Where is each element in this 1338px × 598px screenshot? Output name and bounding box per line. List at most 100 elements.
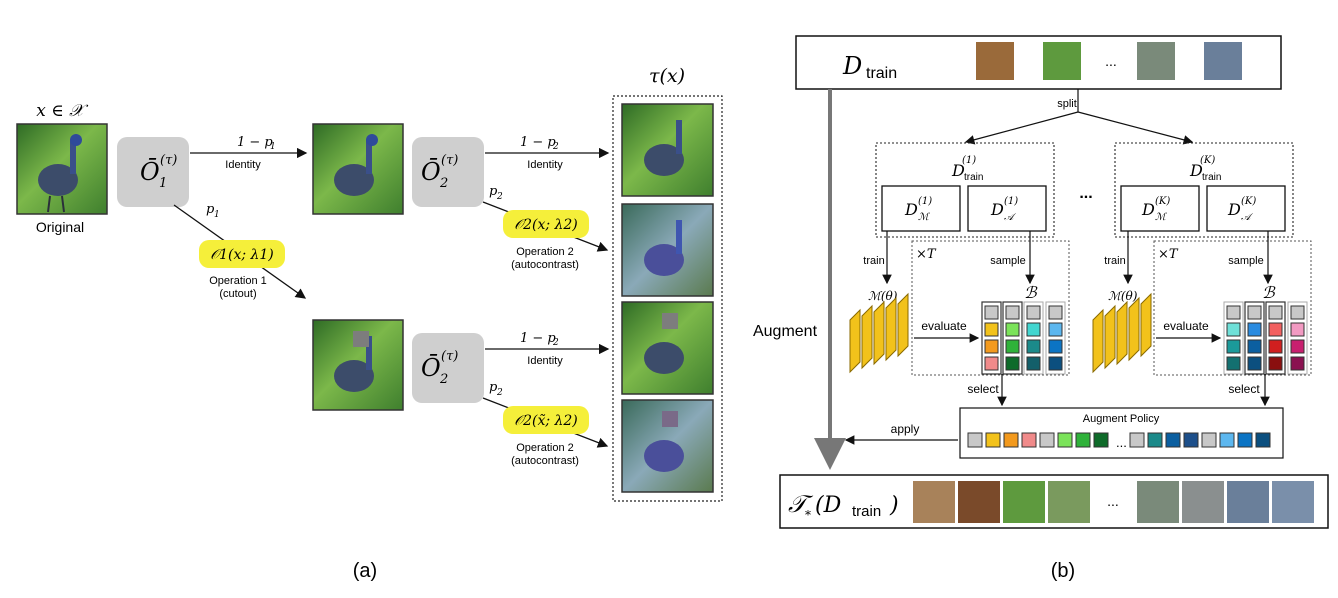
op2b-apply-prob: p (489, 380, 498, 395)
cutout-image (312, 319, 404, 411)
evaluate-label-K: evaluate (1163, 319, 1209, 333)
fold-K-aug-sup: (K) (1241, 196, 1256, 207)
op1-identity-label: Identity (225, 159, 261, 171)
policy-swatch (1057, 432, 1073, 448)
output-image-2 (621, 203, 714, 297)
output-image-4 (621, 399, 714, 493)
train-label-K: train (1104, 255, 1125, 267)
sample-label-1: sample (990, 255, 1025, 267)
fold-1-aug-sub: 𝒜 (1004, 212, 1017, 223)
output-image-3 (621, 301, 714, 395)
policy-swatch (1237, 432, 1253, 448)
policy-swatch (1255, 432, 1271, 448)
fold-K-aug-sub: 𝒜 (1241, 212, 1254, 223)
policy-swatch (967, 432, 983, 448)
times-T-1: ×T (916, 247, 937, 262)
model-network-icon-1 (849, 292, 909, 374)
times-T-K: ×T (1158, 247, 1179, 262)
output-star: * (805, 508, 811, 522)
dataset-box (795, 35, 1282, 90)
op2-bottom-sup: (τ) (441, 349, 458, 364)
bayes-symbol-K: ℬ (1262, 283, 1276, 302)
op1-identity-prob: 1 − p (237, 135, 273, 150)
op2b-badge (503, 406, 589, 434)
op1-identity-prob-sub: 1 (270, 142, 276, 152)
original-image (16, 123, 108, 215)
op1-label-line1: Operation 1 (209, 275, 266, 287)
op2-top-sub: 2 (439, 176, 448, 191)
model-label-1: ℳ(θ) (868, 289, 898, 303)
fold-K-sub: train (1202, 172, 1221, 183)
op1-badge-text: 𝒪1(x; λ1) (210, 247, 274, 263)
folds-ellipsis: ... (1079, 185, 1092, 202)
op1-sup: (τ) (160, 153, 177, 168)
output-ellipsis: ... (1107, 493, 1119, 509)
op2a-label-line1: Operation 2 (516, 246, 573, 258)
fold-K-model-sup: (K) (1155, 196, 1170, 207)
op2a-label-line2: (autocontrast) (511, 259, 579, 271)
output-arg-close: ) (889, 493, 899, 518)
op2b-badge-text: 𝒪2(x̃; λ2) (514, 413, 578, 429)
output-set-box (612, 95, 723, 502)
op2a-identity-label: Identity (527, 159, 563, 171)
policy-swatch (1021, 432, 1037, 448)
policy-swatch (1219, 432, 1235, 448)
panel-b: D train ... Augment split D (1) train D … (753, 35, 1329, 582)
model-label-K: ℳ(θ) (1108, 289, 1138, 303)
policy-swatch (1165, 432, 1181, 448)
fold-1-model-split (881, 185, 961, 232)
augmented-thumbnails (913, 481, 1314, 523)
op2a-identity-prob: 1 − p (520, 135, 556, 150)
policy-ellipsis: ... (1116, 435, 1127, 450)
op2a-apply-prob: p (489, 184, 498, 199)
fold-K-model-split (1120, 185, 1200, 232)
op2a-badge (503, 210, 589, 238)
op2b-apply-prob-sub: 2 (496, 388, 503, 398)
op2b-label-line1: Operation 2 (516, 442, 573, 454)
policy-swatch (1147, 432, 1163, 448)
fold-1-title: D (951, 161, 965, 180)
output-image-1 (621, 103, 714, 197)
caption-a: (a) (353, 560, 377, 582)
op2-bottom-sub: 2 (439, 372, 448, 387)
original-label: Original (36, 219, 84, 235)
op1-symbol: Ō (140, 158, 160, 186)
policy-swatch (1183, 432, 1199, 448)
model-network-icon-K (1092, 292, 1152, 374)
fold-1-model-sup: (1) (918, 196, 932, 207)
fold-1-sub: train (964, 172, 983, 183)
fold-1-sup: (1) (962, 155, 976, 166)
split-arrow-K (1077, 111, 1194, 145)
fold-1-model-label: D (904, 200, 918, 219)
fold-K-sup: (K) (1200, 155, 1215, 166)
op2a-badge-text: 𝒪2(x; λ2) (514, 217, 578, 233)
augment-label: Augment (753, 323, 818, 340)
fold-1-model-sub: ℳ (918, 212, 930, 223)
policy-swatch (985, 432, 1001, 448)
policy-swatch (1075, 432, 1091, 448)
op2b-identity-label: Identity (527, 355, 563, 367)
evaluate-label-1: evaluate (921, 319, 967, 333)
op1-badge (199, 240, 285, 268)
panel-a: x ∈ 𝒳 Original Ō 1 (τ) 1 − p 1 Identity … (16, 65, 723, 582)
sample-label-K: sample (1228, 255, 1263, 267)
output-label: τ(x) (649, 65, 685, 87)
policy-swatch (1039, 432, 1055, 448)
op1-apply-prob: p (206, 202, 215, 217)
fold-K-aug-label: D (1227, 200, 1241, 219)
op1-apply-prob-sub: 1 (214, 210, 220, 220)
fold-K-box (1114, 142, 1294, 238)
fold-1-box (875, 142, 1055, 238)
fold-K-model-sub: ℳ (1155, 212, 1167, 223)
op2a-apply-prob-sub: 2 (496, 192, 503, 202)
op2b-label-line2: (autocontrast) (511, 455, 579, 467)
train-label-1: train (863, 255, 884, 267)
subpolicy-op2-bottom-box (412, 333, 484, 403)
policy-candidates-grid-K (1223, 301, 1308, 375)
fold-1-aug-label: D (990, 200, 1004, 219)
op2-top-sup: (τ) (441, 153, 458, 168)
identity-image (312, 123, 404, 215)
augment-policy-title: Augment Policy (1083, 413, 1160, 425)
output-arg-open: (D (815, 493, 842, 518)
